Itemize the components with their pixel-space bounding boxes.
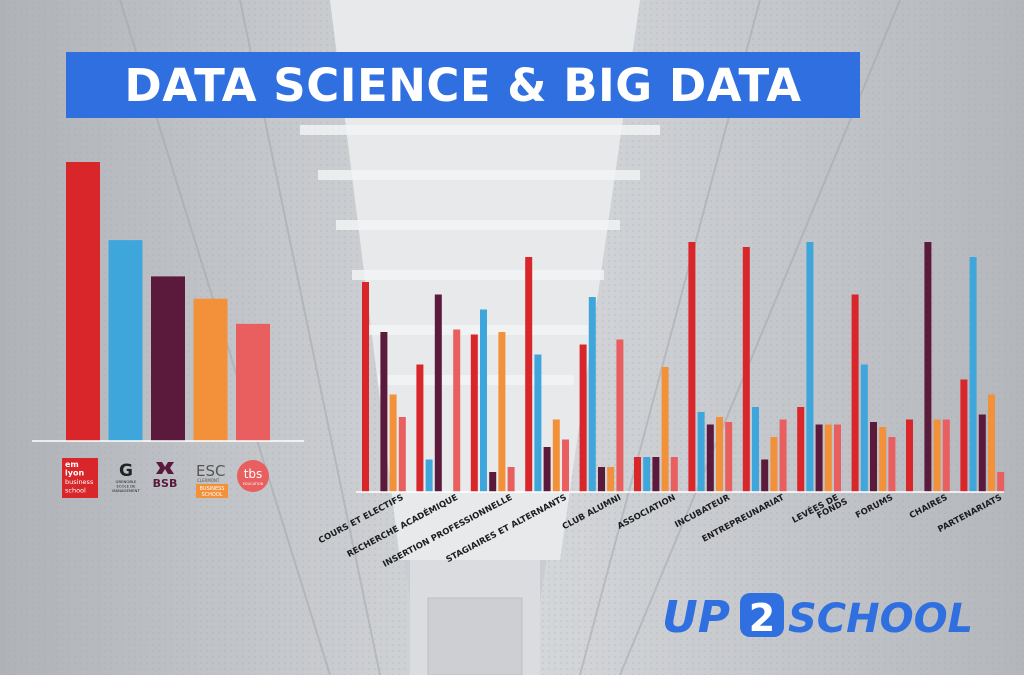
bar-school-tbs — [236, 323, 270, 441]
bar-chaires-emlyon — [906, 419, 913, 492]
title-banner: DATA SCIENCE & BIG DATA — [66, 52, 860, 118]
tbs-logo-text: EDUCATION — [243, 482, 264, 486]
category-label-club-alumni: CLUB ALUMNI — [561, 493, 623, 532]
brand-suffix: SCHOOL — [788, 596, 973, 642]
bar-stagiaires-et-alternants-esc_clermont — [552, 419, 560, 492]
bar-partenariats-bsb — [978, 414, 986, 492]
bar-levees-de-fonds-grenoble — [806, 242, 814, 492]
bar-club-alumni-grenoble — [588, 297, 596, 492]
bar-stagiaires-et-alternants-emlyon — [525, 257, 533, 492]
category-label-association: ASSOCIATION — [616, 493, 677, 532]
emlyon-logo-text: business — [65, 478, 94, 486]
brand-digit-badge — [740, 593, 784, 637]
emlyon-logo-text: em — [65, 460, 79, 469]
brand-digit: 2 — [749, 596, 775, 640]
bar-stagiaires-et-alternants-tbs — [562, 439, 569, 492]
category-label-forums: FORUMS — [854, 493, 895, 521]
bar-stagiaires-et-alternants-grenoble — [534, 354, 542, 492]
bar-school-esc_clermont — [193, 298, 228, 441]
bar-partenariats-emlyon — [960, 379, 968, 492]
bar-insertion-professionnelle-tbs — [507, 467, 515, 492]
bar-association-emlyon — [634, 457, 641, 492]
bar-chaires-bsb — [924, 242, 932, 492]
bar-club-alumni-bsb — [598, 467, 605, 492]
bar-insertion-professionnelle-emlyon — [470, 334, 478, 492]
brand-prefix: UP — [662, 592, 730, 643]
esc-logo-mark: ESC — [196, 462, 225, 480]
bar-partenariats-tbs — [997, 472, 1005, 492]
esc-logo-text: CLERMONT — [197, 478, 220, 483]
bar-forums-tbs — [888, 437, 896, 492]
bar-cours-et-electifs-esc_clermont — [389, 394, 397, 492]
tbs-logo-text: tbs — [244, 467, 263, 481]
bar-insertion-professionnelle-bsb — [489, 472, 497, 492]
bar-insertion-professionnelle-grenoble — [480, 309, 487, 492]
bar-entrepreunariat-grenoble — [752, 407, 759, 492]
bar-chaires-tbs — [942, 419, 950, 492]
bar-school-emlyon — [66, 162, 100, 441]
bar-cours-et-electifs-tbs — [398, 417, 406, 492]
bar-forums-emlyon — [851, 294, 859, 492]
bar-entrepreunariat-tbs — [779, 419, 787, 492]
esc-logo-text: SCHOOL — [201, 492, 222, 498]
category-label-cours-et-electifs: COURS ET ELECTIFS — [317, 493, 405, 546]
page-title: DATA SCIENCE & BIG DATA — [124, 58, 802, 112]
bsb-logo-text: BSB — [153, 477, 178, 490]
bar-association-bsb — [652, 457, 660, 492]
bar-incubateur-esc_clermont — [716, 417, 723, 492]
emlyon-logo-text: school — [65, 487, 86, 495]
bar-club-alumni-tbs — [616, 339, 624, 492]
bar-incubateur-emlyon — [688, 242, 696, 492]
bar-levees-de-fonds-emlyon — [797, 407, 805, 492]
grenoble-logo-text: ECOLE DE — [116, 484, 136, 489]
bar-recherche-academique-bsb — [434, 294, 442, 492]
bar-recherche-academique-tbs — [453, 329, 461, 492]
bar-forums-bsb — [870, 422, 877, 492]
bar-incubateur-grenoble — [697, 412, 705, 492]
bar-incubateur-tbs — [725, 422, 733, 492]
bar-recherche-academique-grenoble — [425, 459, 433, 492]
bsb-logo: BSB — [153, 462, 178, 490]
bar-entrepreunariat-bsb — [761, 459, 769, 492]
bar-partenariats-grenoble — [969, 257, 977, 492]
up2school-logo: UP 2 SCHOOL — [662, 592, 973, 643]
bar-club-alumni-emlyon — [579, 344, 587, 492]
bar-incubateur-bsb — [706, 424, 714, 492]
bar-club-alumni-esc_clermont — [607, 467, 615, 492]
bar-forums-grenoble — [860, 364, 868, 492]
bar-cours-et-electifs-bsb — [380, 332, 388, 492]
bar-levees-de-fonds-esc_clermont — [824, 424, 832, 492]
bar-entrepreunariat-emlyon — [742, 247, 750, 492]
bar-chaires-esc_clermont — [933, 419, 941, 492]
bar-levees-de-fonds-tbs — [834, 424, 841, 492]
esc-logo-text: BUSINESS — [200, 486, 225, 492]
bar-insertion-professionnelle-esc_clermont — [498, 332, 506, 492]
bar-school-grenoble — [108, 240, 143, 441]
bar-cours-et-electifs-emlyon — [362, 282, 369, 492]
grenoble-logo-mark: G — [119, 461, 133, 481]
bar-school-bsb — [151, 276, 185, 441]
bar-forums-esc_clermont — [879, 427, 887, 492]
bar-association-tbs — [670, 457, 678, 492]
bar-stagiaires-et-alternants-bsb — [543, 447, 551, 492]
bar-recherche-academique-emlyon — [416, 364, 424, 492]
category-label-chaires: CHAIRES — [908, 493, 949, 521]
grenoble-logo-text: GRENOBLE — [116, 479, 138, 484]
bar-association-grenoble — [643, 457, 651, 492]
emlyon-logo-text: lyon — [65, 469, 84, 478]
bar-levees-de-fonds-bsb — [815, 424, 823, 492]
bar-association-esc_clermont — [661, 367, 669, 492]
grenoble-logo-text: MANAGEMENT — [112, 488, 140, 493]
bar-partenariats-esc_clermont — [988, 394, 995, 492]
bar-entrepreunariat-esc_clermont — [770, 437, 778, 492]
